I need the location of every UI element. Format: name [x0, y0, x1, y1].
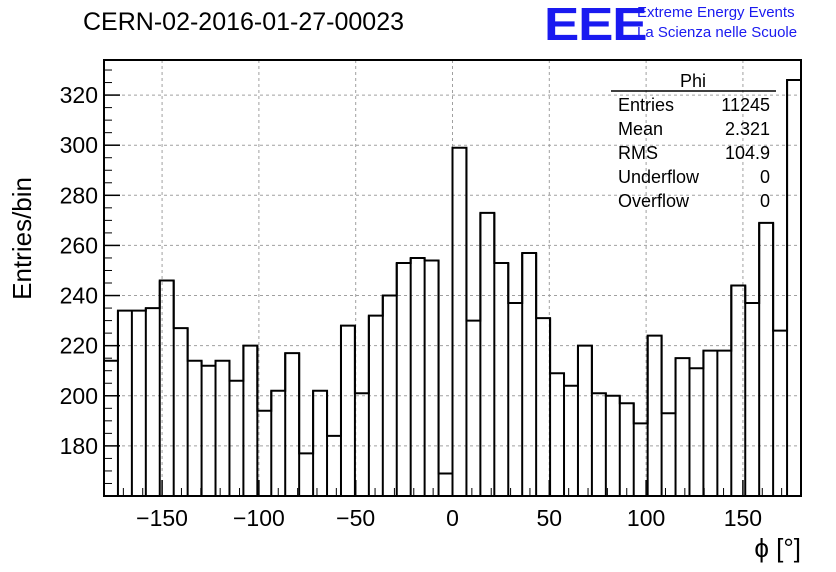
histogram-bin [355, 393, 369, 496]
histogram-bin [229, 381, 243, 496]
axes: −150 −100 −50 0 50 100 150 180 200 220 240 260 280 30… [60, 59, 802, 531]
histogram-bin [299, 453, 313, 496]
histogram-bin [550, 373, 564, 496]
logo-subtitle-1: Extreme Energy Events [637, 4, 795, 21]
histogram-bin [648, 336, 662, 496]
histogram-bin [453, 148, 467, 496]
stats-value: 2.321 [725, 119, 770, 139]
histogram-bin [132, 311, 146, 496]
y-tick-label: 200 [60, 383, 98, 409]
histogram-bin [676, 358, 690, 496]
logo-subtitle-2: La Scienza nelle Scuole [637, 24, 798, 41]
eee-logo: EEE [544, 0, 648, 50]
histogram-bin [773, 331, 787, 496]
y-tick-label: 180 [60, 433, 98, 459]
histogram-bin [745, 303, 759, 496]
y-tick-label: 260 [60, 232, 98, 258]
histogram-bin [383, 296, 397, 496]
histogram-bin [689, 368, 703, 496]
histogram-bin [620, 403, 634, 496]
histogram-bin [216, 361, 230, 496]
histogram-bin [466, 321, 480, 496]
stats-label: Underflow [618, 167, 700, 187]
histogram-bin [146, 308, 160, 496]
stats-box: Phi Entries 11245 Mean 2.321 RMS 104.9 Underfl… [611, 71, 776, 211]
histogram-bin [662, 413, 676, 496]
x-tick-label: −100 [233, 505, 285, 531]
x-axis-title: ϕ [°] [754, 533, 801, 563]
histogram-bin [285, 353, 299, 496]
stats-value: 0 [760, 191, 770, 211]
histogram-bin [313, 391, 327, 496]
y-tick-label: 220 [60, 333, 98, 359]
histogram-bin [536, 318, 550, 496]
histogram-bin [118, 311, 132, 496]
histogram-bin [397, 263, 411, 496]
histogram-bin [522, 253, 536, 496]
histogram-bin [717, 351, 731, 496]
histogram-bin [480, 213, 494, 496]
x-tick-label: −50 [336, 505, 375, 531]
histogram-bin [787, 80, 801, 496]
histogram-bin [564, 386, 578, 496]
histogram-bin [494, 263, 508, 496]
histogram-bin [104, 361, 118, 496]
histogram-bin [327, 436, 341, 496]
histogram-bin [439, 473, 453, 496]
x-tick-label: −150 [136, 505, 188, 531]
histogram-bin [508, 303, 522, 496]
histogram-bin [731, 286, 745, 496]
stats-value: 104.9 [725, 143, 770, 163]
x-tick-label: 50 [537, 505, 563, 531]
histogram-bin [160, 281, 174, 496]
y-tick-label: 320 [60, 82, 98, 108]
histogram-bin [202, 366, 216, 496]
stats-label: Mean [618, 119, 663, 139]
stats-title: Phi [680, 71, 706, 91]
x-tick-label: 100 [627, 505, 665, 531]
stats-label: RMS [618, 143, 658, 163]
histogram-bin [369, 316, 383, 496]
histogram-bin [188, 361, 202, 496]
histogram-bin [606, 396, 620, 496]
y-tick-label: 300 [60, 132, 98, 158]
stats-label: Overflow [618, 191, 690, 211]
y-axis-title: Entries/bin [7, 177, 37, 300]
stats-value: 11245 [721, 95, 770, 115]
x-tick-label: 0 [446, 505, 459, 531]
histogram-bin [425, 260, 439, 496]
histogram-bars [103, 79, 802, 496]
histogram-bin [592, 393, 606, 496]
histogram-bin [341, 326, 355, 496]
histogram-bin [703, 351, 717, 496]
histogram-bin [243, 346, 257, 496]
stats-label: Entries [618, 95, 674, 115]
run-title: CERN-02-2016-01-27-00023 [83, 8, 405, 36]
stats-value: 0 [760, 167, 770, 187]
y-tick-label: 240 [60, 283, 98, 309]
histogram-bin [271, 391, 285, 496]
histogram-bin [411, 258, 425, 496]
x-tick-label: 150 [724, 505, 762, 531]
histogram-bin [759, 223, 773, 496]
histogram-bin [174, 328, 188, 496]
histogram-bin [578, 346, 592, 496]
y-tick-label: 280 [60, 182, 98, 208]
